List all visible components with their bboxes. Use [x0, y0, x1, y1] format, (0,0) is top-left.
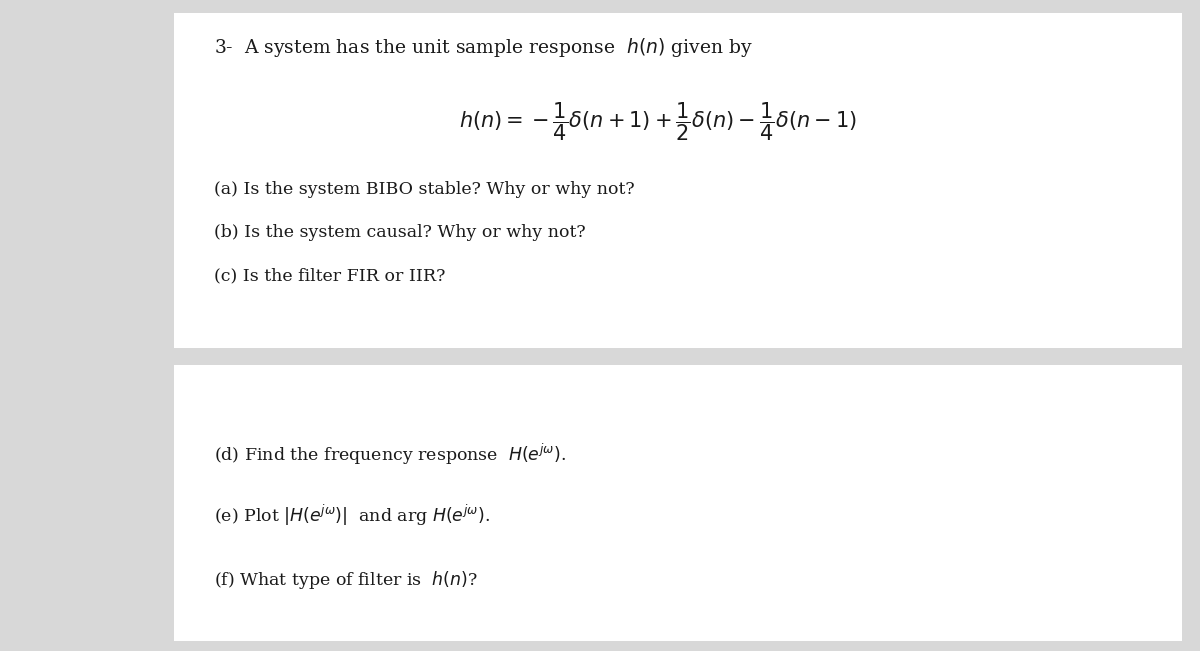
Text: (b) Is the system causal? Why or why not?: (b) Is the system causal? Why or why not… [215, 224, 586, 242]
Text: 3-  A system has the unit sample response  $h(n)$ given by: 3- A system has the unit sample response… [215, 36, 754, 59]
Text: (f) What type of filter is  $h(n)$?: (f) What type of filter is $h(n)$? [215, 569, 478, 591]
Text: (a) Is the system BIBO stable? Why or why not?: (a) Is the system BIBO stable? Why or wh… [215, 180, 635, 198]
Text: $h(n)=-\dfrac{1}{4}\delta(n+1)+\dfrac{1}{2}\delta(n)-\dfrac{1}{4}\delta(n-1)$: $h(n)=-\dfrac{1}{4}\delta(n+1)+\dfrac{1}… [458, 100, 857, 143]
Text: (d) Find the frequency response  $H(e^{j\omega})$.: (d) Find the frequency response $H(e^{j\… [215, 442, 566, 467]
Text: (c) Is the filter FIR or IIR?: (c) Is the filter FIR or IIR? [215, 268, 445, 285]
Text: (e) Plot $|H(e^{j\omega})|$  and arg $H(e^{j\omega})$.: (e) Plot $|H(e^{j\omega})|$ and arg $H(e… [215, 503, 491, 528]
